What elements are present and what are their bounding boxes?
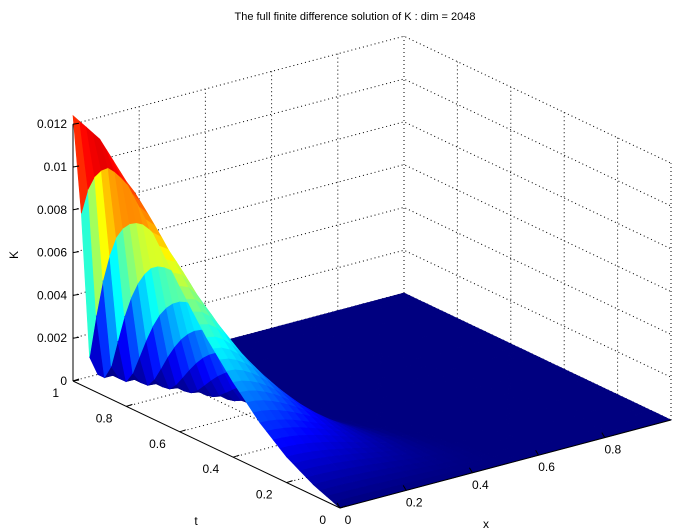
x-tick-mark — [468, 467, 473, 474]
z-tick-mark — [72, 251, 80, 254]
x-tick-label: 0.6 — [538, 460, 555, 474]
t-axis-line — [72, 380, 341, 509]
t-tick-mark — [126, 403, 133, 407]
x-tick-label: 0 — [345, 513, 352, 527]
t-tick-label: 1 — [52, 386, 59, 400]
grid-line-z-5 — [72, 78, 672, 207]
z-tick-label: 0.004 — [37, 288, 67, 302]
grid-line-z-6 — [72, 35, 672, 164]
z-tick-label: 0.006 — [37, 246, 67, 260]
t-tick-label: 0.6 — [149, 437, 166, 451]
x-tick-mark — [535, 449, 540, 456]
x-tick-label: 0.2 — [406, 495, 423, 509]
x-tick-label: 0.4 — [472, 478, 489, 492]
x-tick-mark — [601, 432, 606, 438]
surface-layer — [72, 114, 672, 509]
grid-line-z-4 — [72, 121, 672, 250]
x-tick-mark — [402, 485, 407, 491]
x-tick-label: 0.8 — [604, 443, 621, 457]
x-axis-label: x — [483, 517, 489, 530]
y-axis-label: t — [194, 514, 198, 528]
z-tick-mark — [72, 122, 80, 125]
t-tick-label: 0 — [319, 513, 326, 527]
x-axis-line — [339, 419, 672, 509]
chart-title: The full finite difference solution of K… — [234, 11, 475, 23]
tick-labels: 0 0.002 0.004 0.006 0.008 0.01 0.012 0 0.2 0.4 0.6… — [37, 117, 621, 527]
z-tick-mark — [72, 208, 80, 211]
x-tick-mark — [336, 502, 341, 509]
z-tick-mark — [72, 293, 80, 296]
z-tick-label: 0 — [60, 374, 67, 388]
z-tick-label: 0.002 — [37, 331, 67, 345]
z-tick-mark — [72, 165, 80, 168]
z-tick-mark — [72, 336, 80, 339]
z-tick-label: 0.008 — [37, 203, 67, 217]
z-tick-label: 0.01 — [44, 160, 68, 174]
axis-layer — [72, 122, 672, 509]
t-tick-label: 0.2 — [256, 488, 273, 502]
t-tick-label: 0.8 — [96, 411, 113, 425]
t-tick-label: 0.4 — [203, 462, 220, 476]
z-tick-label: 0.012 — [37, 117, 67, 131]
t-tick-mark — [72, 378, 80, 382]
t-tick-mark — [339, 505, 347, 509]
t-tick-mark — [286, 480, 293, 484]
t-tick-mark — [179, 429, 186, 433]
z-axis-label: K — [7, 251, 21, 259]
t-tick-mark — [233, 454, 240, 458]
